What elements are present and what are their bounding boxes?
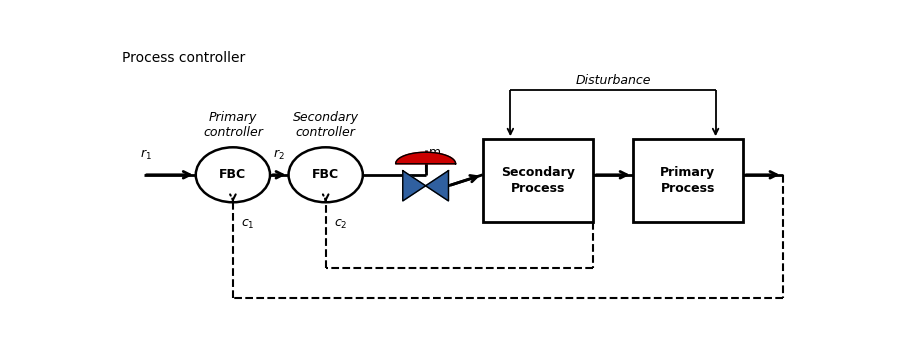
Text: $r_2$: $r_2$ xyxy=(274,148,286,162)
Text: m: m xyxy=(429,146,441,159)
Text: FBC: FBC xyxy=(219,168,247,181)
Text: Primary
controller: Primary controller xyxy=(203,111,262,139)
Text: FBC: FBC xyxy=(312,168,339,181)
Ellipse shape xyxy=(288,147,363,202)
Text: $c_2$: $c_2$ xyxy=(334,218,348,231)
Ellipse shape xyxy=(196,147,270,202)
Text: Primary
Process: Primary Process xyxy=(660,166,716,195)
Text: Secondary
Process: Secondary Process xyxy=(501,166,575,195)
Polygon shape xyxy=(396,152,456,164)
FancyBboxPatch shape xyxy=(483,139,593,221)
Polygon shape xyxy=(402,171,426,201)
Polygon shape xyxy=(426,171,449,201)
Text: $r_1$: $r_1$ xyxy=(140,148,152,162)
FancyBboxPatch shape xyxy=(633,139,743,221)
Text: Process controller: Process controller xyxy=(122,51,246,65)
Text: Disturbance: Disturbance xyxy=(576,74,651,87)
Text: Secondary
controller: Secondary controller xyxy=(293,111,358,139)
Text: $c_1$: $c_1$ xyxy=(241,218,255,231)
